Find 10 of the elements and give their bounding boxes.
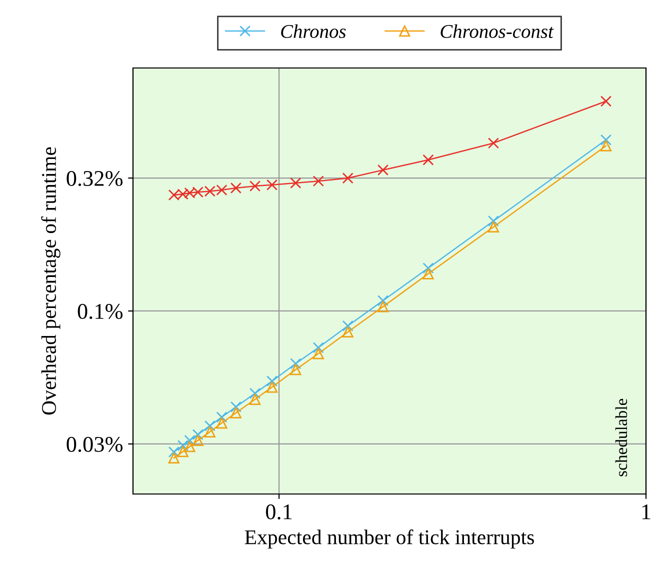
y-tick-label: 0.03% (66, 436, 123, 452)
x-tick-label: 1 (642, 504, 650, 520)
legend-label: Chronos-const (440, 24, 554, 38)
y-tick-label: 0.1% (78, 304, 123, 320)
annotation: schedulable (615, 398, 628, 476)
x-tick-label: 0.1 (266, 504, 292, 520)
y-axis-title: Overhead percentage of runtime (41, 147, 60, 415)
y-tick-label: 0.32% (66, 170, 123, 186)
legend-label: Chronos (281, 24, 346, 38)
x-axis-title: Expected number of tick interrupts (244, 529, 534, 549)
